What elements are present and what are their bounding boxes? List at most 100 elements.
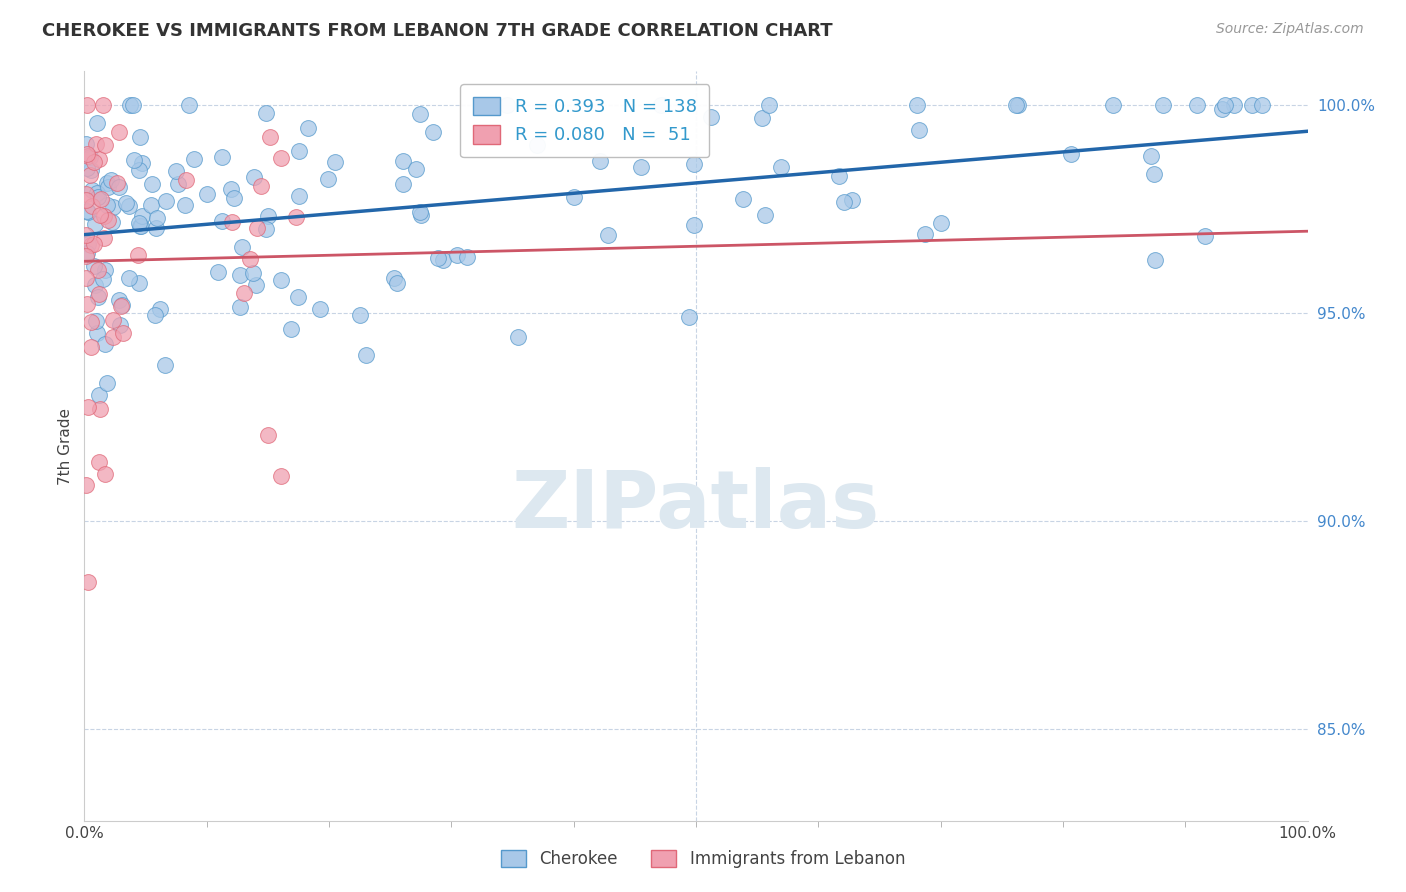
Point (128, 163, 150, 178)
Point (76, 401, 98, 415)
Point (93, 209, 115, 223)
Point (828, 169, 851, 183)
Point (87, 290, 110, 304)
Point (562, 190, 585, 204)
Point (751, 111, 773, 125)
Point (90, 192, 112, 206)
Point (758, 97, 780, 112)
Point (683, 218, 706, 232)
Point (77, 574, 100, 589)
Point (242, 169, 264, 184)
Point (76, 97, 98, 112)
Point (288, 189, 311, 203)
Point (77, 205, 100, 219)
Point (392, 177, 415, 191)
Point (83, 260, 105, 274)
Point (1185, 97, 1208, 112)
Point (1143, 253, 1166, 268)
Point (427, 251, 450, 265)
Point (270, 151, 292, 165)
Point (75, 194, 97, 208)
Point (110, 298, 132, 312)
Point (242, 267, 264, 281)
Point (94, 336, 117, 351)
Point (87, 455, 110, 469)
Point (94, 467, 117, 482)
Point (86, 116, 108, 130)
Point (287, 145, 309, 159)
Point (155, 194, 177, 208)
Point (177, 97, 200, 112)
Point (108, 318, 131, 332)
Point (91, 271, 114, 285)
Point (100, 173, 122, 187)
Point (128, 276, 150, 290)
Point (254, 106, 277, 120)
Point (259, 130, 281, 145)
Point (905, 97, 928, 112)
Point (496, 97, 519, 112)
Point (1213, 97, 1236, 112)
Point (76, 297, 98, 311)
Point (82, 183, 104, 197)
Point (1211, 102, 1233, 116)
Point (84, 313, 107, 327)
Point (1251, 97, 1274, 112)
Point (75, 271, 97, 285)
Point (285, 210, 308, 224)
Point (183, 152, 205, 166)
Point (87, 262, 110, 277)
Point (308, 301, 330, 316)
Point (108, 180, 131, 194)
Point (79, 150, 101, 164)
Point (80, 340, 103, 354)
Point (131, 209, 153, 223)
Legend: R = 0.393   N = 138, R = 0.080   N =  51: R = 0.393 N = 138, R = 0.080 N = 51 (460, 84, 709, 157)
Point (287, 290, 309, 304)
Point (79, 163, 101, 178)
Point (456, 250, 478, 264)
Point (118, 97, 141, 112)
Point (1140, 149, 1163, 163)
Point (124, 153, 146, 168)
Point (174, 198, 197, 212)
Point (754, 208, 776, 222)
Point (75, 249, 97, 263)
Point (75, 478, 97, 492)
Point (86, 190, 108, 204)
Point (246, 220, 269, 235)
Point (76, 246, 98, 260)
Point (146, 211, 169, 225)
Point (1152, 97, 1174, 112)
Text: ZIPatlas: ZIPatlas (512, 467, 880, 545)
Point (118, 271, 141, 285)
Point (257, 210, 280, 224)
Point (91, 97, 114, 112)
Text: CHEROKEE VS IMMIGRANTS FROM LEBANON 7TH GRADE CORRELATION CHART: CHEROKEE VS IMMIGRANTS FROM LEBANON 7TH … (42, 22, 832, 40)
Point (245, 278, 267, 293)
Point (108, 293, 131, 308)
Point (165, 164, 187, 178)
Point (1007, 97, 1029, 112)
Point (101, 313, 124, 327)
Point (526, 137, 548, 152)
Point (83, 154, 105, 169)
Point (96, 176, 118, 190)
Point (211, 214, 233, 228)
Point (89, 402, 111, 417)
Point (589, 153, 612, 168)
Point (1143, 167, 1166, 181)
Point (86, 326, 108, 341)
Point (101, 214, 124, 228)
Point (1223, 97, 1246, 112)
Point (1102, 97, 1125, 112)
Point (769, 160, 792, 174)
Point (596, 228, 619, 243)
Point (82, 199, 104, 213)
Point (446, 248, 468, 262)
Point (76, 146, 98, 161)
Point (83, 217, 105, 231)
Text: Source: ZipAtlas.com: Source: ZipAtlas.com (1216, 22, 1364, 37)
Point (80, 315, 103, 329)
Point (270, 273, 292, 287)
